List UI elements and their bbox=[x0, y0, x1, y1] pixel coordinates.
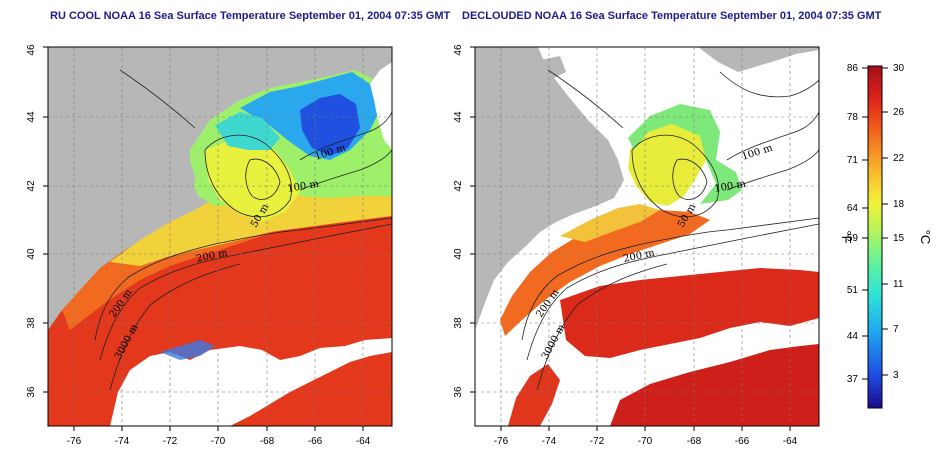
sst-warm-south bbox=[610, 344, 819, 426]
lat-tick-label: 46 bbox=[453, 44, 464, 56]
sst-green-fringe bbox=[628, 104, 742, 204]
celsius-tick: 30 bbox=[893, 63, 905, 74]
sst-cyan-band bbox=[215, 112, 280, 150]
sst-georges-bank bbox=[205, 138, 300, 222]
fahrenheit-tick: 59 bbox=[847, 233, 859, 244]
colorbar-gradient bbox=[867, 65, 883, 409]
lat-tick-label: 44 bbox=[26, 111, 37, 123]
fahrenheit-tick: 78 bbox=[847, 112, 859, 123]
lat-tick-label: 46 bbox=[26, 44, 37, 56]
celsius-tick: 18 bbox=[893, 199, 905, 210]
fahrenheit-tick: 86 bbox=[847, 63, 859, 74]
fahrenheit-tick: 37 bbox=[847, 374, 859, 385]
lat-tick-label: 40 bbox=[453, 248, 464, 260]
lat-tick-label: 42 bbox=[453, 180, 464, 192]
bathymetry-contours bbox=[94, 69, 392, 391]
left-map bbox=[48, 47, 392, 426]
lon-tick-label: -72 bbox=[163, 436, 178, 447]
lon-tick-label: -64 bbox=[783, 436, 798, 447]
lon-tick-label: -74 bbox=[115, 436, 130, 447]
land-island bbox=[540, 56, 566, 78]
celsius-tick: 7 bbox=[893, 324, 899, 335]
left-axes: -76 -74 -72 -70 -68 -66 -64 36 38 40 42 … bbox=[26, 44, 371, 447]
land-area bbox=[475, 47, 624, 330]
cloud-blue-speckle bbox=[160, 340, 215, 360]
right-axes: -76 -74 -72 -70 -68 -66 -64 36 38 40 42 … bbox=[453, 44, 798, 447]
lat-tick-label: 38 bbox=[453, 317, 464, 329]
celsius-tick: 11 bbox=[893, 279, 904, 290]
lat-tick-label: 42 bbox=[26, 180, 37, 192]
lat-tick-label: 38 bbox=[26, 317, 37, 329]
left-map-frame bbox=[47, 46, 393, 427]
lon-tick-label: -66 bbox=[735, 436, 750, 447]
lon-tick-label: -68 bbox=[687, 436, 702, 447]
celsius-tick: 22 bbox=[893, 153, 905, 164]
celsius-tick: 15 bbox=[893, 233, 905, 244]
sst-warm-region bbox=[560, 268, 819, 358]
lat-tick-label: 40 bbox=[26, 248, 37, 260]
fahrenheit-tick: 51 bbox=[847, 285, 859, 296]
sst-shelf-region bbox=[110, 186, 392, 266]
left-panel-title: RU COOL NOAA 16 Sea Surface Temperature … bbox=[50, 10, 451, 22]
land-northeast bbox=[698, 47, 819, 72]
colorbar: 86 78 71 64 59 51 44 37 30 26 22 18 15 1… bbox=[839, 63, 933, 409]
lat-tick-label: 44 bbox=[453, 111, 464, 123]
lon-tick-label: -74 bbox=[542, 436, 557, 447]
lon-tick-label: -64 bbox=[356, 436, 371, 447]
cloud-patch bbox=[130, 366, 170, 398]
lat-tick-label: 36 bbox=[26, 386, 37, 398]
lon-tick-label: -70 bbox=[638, 436, 653, 447]
sst-slope-region bbox=[500, 210, 710, 336]
fahrenheit-tick: 44 bbox=[847, 331, 859, 342]
coastline-west bbox=[48, 47, 196, 330]
sst-warm-patch bbox=[508, 364, 560, 426]
right-map bbox=[475, 47, 819, 426]
lon-tick-label: -76 bbox=[494, 436, 509, 447]
lon-tick-label: -72 bbox=[590, 436, 605, 447]
fahrenheit-unit-label: °F bbox=[839, 230, 854, 243]
celsius-tick: 26 bbox=[893, 107, 905, 118]
celsius-tick: 3 bbox=[893, 370, 899, 381]
nova-scotia bbox=[370, 62, 392, 150]
lon-tick-label: -76 bbox=[67, 436, 82, 447]
fahrenheit-tick: 64 bbox=[847, 203, 859, 214]
sst-shelf-region bbox=[560, 204, 660, 242]
sst-gulf-of-maine bbox=[628, 116, 712, 206]
fahrenheit-tick: 71 bbox=[847, 155, 859, 166]
celsius-unit-label: °C bbox=[918, 230, 933, 245]
lat-tick-label: 36 bbox=[453, 386, 464, 398]
lon-tick-label: -66 bbox=[308, 436, 323, 447]
cloud-south bbox=[110, 338, 392, 426]
right-panel-title: DECLOUDED NOAA 16 Sea Surface Temperatur… bbox=[462, 10, 882, 22]
lon-tick-label: -70 bbox=[211, 436, 226, 447]
coastline-northeast bbox=[270, 47, 392, 72]
right-map-frame bbox=[474, 46, 820, 427]
lon-tick-label: -68 bbox=[260, 436, 275, 447]
